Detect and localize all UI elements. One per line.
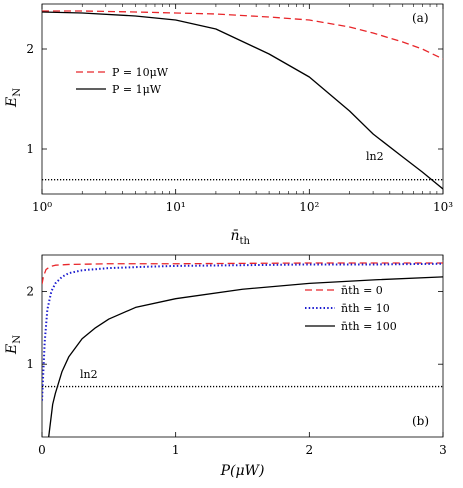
panel-tag: (b) <box>412 414 429 428</box>
y-tick-label: 2 <box>26 284 34 298</box>
x-axis-label: P(μW) <box>220 463 265 479</box>
x-tick-label: 2 <box>306 443 314 457</box>
legend-label-1: P = 1μW <box>112 83 162 96</box>
x-tick-label: 0 <box>38 443 46 457</box>
plot-frame <box>41 254 444 438</box>
x-tick-label: 1 <box>172 443 180 457</box>
y-axis-label: EN <box>4 335 23 355</box>
annotation-ln2: ln2 <box>366 150 384 163</box>
panel-tag: (a) <box>412 11 429 25</box>
series-line-0 <box>42 10 443 60</box>
y-tick-label: 1 <box>26 357 34 371</box>
series-line-1 <box>42 262 443 401</box>
x-tick-label: 10⁰ <box>32 200 52 214</box>
legend-label-1: n̄th = 10 <box>341 302 390 315</box>
plot-frame <box>41 3 444 195</box>
series-line-2 <box>48 276 443 437</box>
legend-label-0: n̄th = 0 <box>341 284 383 297</box>
y-tick-label: 1 <box>26 142 34 156</box>
y-tick-label: 2 <box>26 42 34 56</box>
annotation-ln2: ln2 <box>80 368 98 381</box>
series-line-1 <box>42 11 443 190</box>
x-tick-label: 10² <box>299 200 319 214</box>
y-axis-label: EN <box>4 88 23 108</box>
chart-panel-a: 10⁰ 10¹ 10² 10³ 1 2 ln2 P = 10μW P = 1μW (a) EN n̄t… <box>4 3 453 247</box>
x-tick-label: 3 <box>439 443 447 457</box>
x-axis-label: n̄th <box>231 228 251 247</box>
legend-label-2: n̄th = 100 <box>341 320 397 333</box>
x-tick-label: 10¹ <box>166 200 186 214</box>
legend-label-0: P = 10μW <box>112 66 169 79</box>
x-tick-label: 10³ <box>433 200 453 214</box>
series-line-0 <box>42 262 443 285</box>
chart-panel-b: 0 1 2 3 1 2 ln2 n̄th = 0 n̄th = 10 n̄th = 100 (b) E… <box>4 254 447 479</box>
